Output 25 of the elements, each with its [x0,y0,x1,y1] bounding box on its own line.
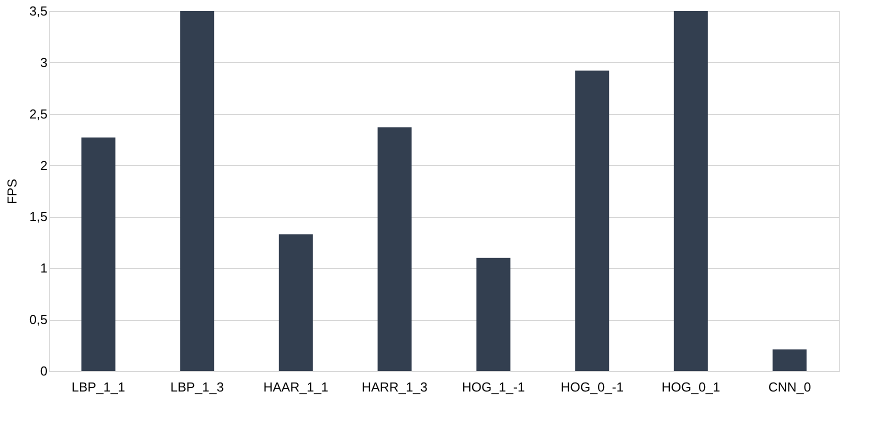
y-tick-label: 3,5 [29,4,48,18]
bar [476,258,510,371]
y-tick-label: 0,5 [29,312,48,328]
y-tick-label: 3 [40,54,48,70]
y-tick-label: 1 [40,260,48,276]
x-tick-label: LBP_1_3 [170,380,224,394]
bar [575,70,610,371]
x-tick-label: HARR_1_3 [362,380,428,394]
bar [674,11,708,371]
y-tick-label: 0 [40,364,48,378]
bar [81,138,116,371]
bar [378,127,412,371]
x-tick-label: HOG_1_-1 [462,380,525,394]
bar [278,234,313,371]
x-tick-label: CNN_0 [768,380,811,394]
y-tick-label: 2 [40,158,48,173]
x-tick-label: HOG_0_1 [662,380,720,394]
x-tick-label: LBP_1_1 [72,380,126,394]
y-tick-label: 1,5 [29,209,48,224]
bar [772,349,807,371]
bar [180,11,214,371]
x-tick-label: HOG_0_-1 [560,380,624,394]
y-axis-title: FPS [4,178,20,204]
y-tick-label: 2,5 [29,106,48,122]
x-tick-label: HAAR_1_1 [263,380,328,394]
